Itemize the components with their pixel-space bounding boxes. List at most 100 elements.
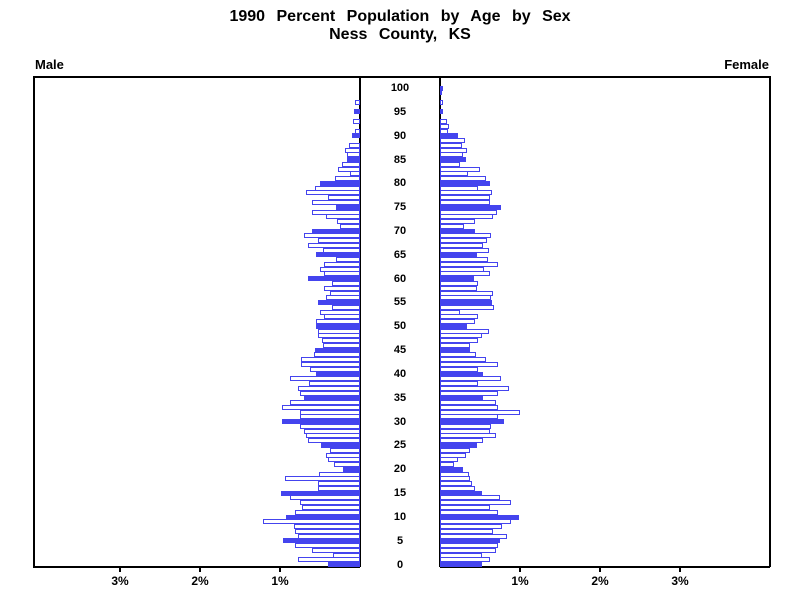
female-bar-age-62: [440, 266, 484, 272]
female-bar-age-97: [440, 99, 444, 105]
male-bar-age-87: [344, 147, 360, 153]
male-bar-age-17: [317, 481, 360, 487]
male-bar-age-49: [317, 328, 360, 334]
left-x-tick-label-3%: 3%: [111, 574, 129, 588]
male-bar-age-65: [316, 252, 360, 258]
male-bar-age-39: [290, 376, 360, 382]
male-bar-age-84: [342, 161, 360, 167]
female-bar-age-100: [440, 85, 444, 91]
male-bar-age-32: [300, 409, 360, 415]
female-bar-age-92: [440, 123, 449, 129]
male-bar-age-37: [298, 385, 360, 391]
male-bar-age-88: [348, 142, 360, 148]
male-bar-age-75: [336, 204, 360, 210]
male-bar-age-93: [352, 119, 360, 124]
frame-bottom-border-right: [440, 566, 770, 568]
male-bar-age-24: [329, 447, 360, 453]
female-bar-age-51: [440, 319, 476, 325]
female-bar-age-46: [440, 342, 470, 348]
age-tick-label-5: 5: [396, 534, 404, 547]
female-bar-age-89: [440, 138, 465, 143]
female-bar-age-81: [440, 176, 486, 182]
male-bar-age-33: [281, 404, 360, 410]
female-bar-age-28: [440, 428, 490, 434]
male-bar-age-28: [304, 428, 360, 434]
male-bar-age-77: [328, 195, 360, 201]
male-bar-age-48: [317, 333, 360, 339]
female-bar-age-16: [440, 485, 476, 491]
male-bar-age-42: [300, 362, 360, 367]
female-bar-age-24: [440, 447, 471, 453]
male-bar-age-50: [316, 323, 360, 329]
male-bar-age-25: [320, 443, 360, 448]
male-bar-age-10: [285, 514, 360, 520]
female-bar-age-4: [440, 543, 499, 548]
male-bar-age-11: [295, 509, 360, 515]
male-bar-age-74: [312, 209, 360, 215]
age-tick-label-65: 65: [393, 248, 407, 261]
female-bar-age-20: [440, 466, 464, 472]
male-bar-age-15: [280, 490, 360, 496]
male-bar-age-56: [326, 295, 360, 301]
age-tick-label-45: 45: [393, 344, 407, 357]
female-bar-age-60: [440, 276, 475, 282]
female-bar-age-41: [440, 366, 479, 372]
female-bar-age-75: [440, 204, 501, 210]
female-bar-age-95: [440, 109, 444, 115]
male-bar-age-69: [304, 233, 360, 239]
age-tick-label-60: 60: [393, 272, 407, 285]
male-bar-age-63: [324, 261, 360, 267]
age-tick-label-95: 95: [393, 105, 407, 118]
female-bar-age-93: [440, 119, 448, 124]
female-bar-age-64: [440, 257, 488, 263]
female-bar-age-10: [440, 514, 520, 520]
male-axis-label: Male: [35, 57, 64, 72]
female-bar-age-38: [440, 381, 479, 386]
male-bar-age-14: [289, 495, 360, 501]
male-bar-age-72: [336, 219, 360, 224]
male-bar-age-66: [323, 247, 360, 253]
female-bar-age-72: [440, 219, 476, 224]
female-bar-age-2: [440, 552, 482, 558]
female-bar-age-58: [440, 285, 477, 291]
age-tick-label-40: 40: [393, 367, 407, 380]
female-bar-age-14: [440, 495, 500, 501]
female-bar-age-11: [440, 509, 498, 515]
right-x-tick-label-2%: 2%: [591, 574, 609, 588]
female-bar-age-35: [440, 395, 484, 401]
male-bar-age-1: [298, 557, 360, 563]
male-bar-age-43: [300, 357, 360, 363]
male-bar-age-59: [332, 281, 360, 286]
female-bar-age-54: [440, 304, 495, 310]
male-bar-age-16: [317, 485, 360, 491]
age-tick-label-90: 90: [393, 129, 407, 142]
age-tick-label-80: 80: [393, 177, 407, 190]
female-bar-age-86: [440, 152, 464, 158]
female-bar-age-21: [440, 462, 455, 467]
female-bar-age-76: [440, 200, 491, 205]
female-bar-age-69: [440, 233, 492, 239]
female-bar-age-78: [440, 190, 492, 196]
female-bar-age-32: [440, 409, 520, 415]
male-bar-age-70: [312, 228, 360, 234]
female-bar-age-40: [440, 371, 484, 377]
age-tick-label-35: 35: [393, 391, 407, 404]
left-x-tick-label-2%: 2%: [191, 574, 209, 588]
male-bar-age-62: [320, 266, 360, 272]
male-bar-age-54: [332, 304, 360, 310]
female-bar-age-47: [440, 338, 479, 344]
male-bar-age-61: [324, 271, 360, 277]
female-bar-age-84: [440, 161, 460, 167]
female-bar-age-12: [440, 504, 490, 510]
female-bar-age-15: [440, 490, 482, 496]
female-bar-age-66: [440, 247, 489, 253]
male-bar-age-79: [315, 185, 360, 191]
age-tick-label-30: 30: [393, 415, 407, 428]
female-bar-age-23: [440, 452, 467, 458]
male-bar-age-80: [320, 180, 360, 186]
male-bar-age-26: [308, 438, 360, 444]
female-bar-age-50: [440, 323, 468, 329]
age-tick-label-50: 50: [393, 320, 407, 333]
female-bar-age-49: [440, 328, 489, 334]
male-bar-age-85: [347, 157, 360, 163]
